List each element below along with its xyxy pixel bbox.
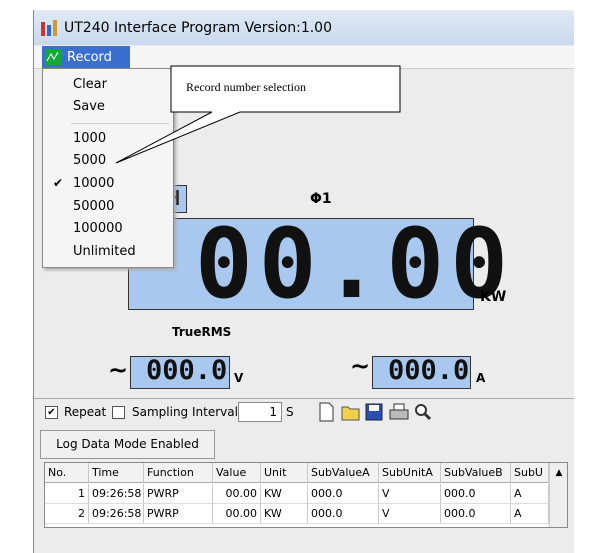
column-header: SubUnitA: [379, 463, 441, 483]
mode-label: TrueRMS: [172, 325, 232, 339]
main-value: 00.00: [195, 208, 514, 320]
table-cell: V: [379, 504, 441, 524]
table-cell: 000.0: [308, 484, 379, 504]
data-table: No. Time Function Value Unit SubValueA SubUnit…: [44, 462, 568, 528]
menu-item[interactable]: 10000: [73, 176, 115, 191]
menu-item[interactable]: 50000: [73, 199, 115, 214]
scrollbar[interactable]: ▲: [549, 463, 567, 527]
table-cell: PWRP: [144, 504, 213, 524]
table-cell: 1: [45, 484, 89, 504]
table-cell: 2: [45, 504, 89, 524]
menu-item[interactable]: 1000: [73, 131, 107, 146]
column-header: Value: [213, 463, 261, 483]
title-bar: [34, 11, 574, 45]
column-header: Time: [89, 463, 144, 483]
menu-item[interactable]: Unlimited: [73, 244, 136, 259]
table-cell: V: [379, 484, 441, 504]
menu-item[interactable]: Save: [73, 99, 105, 114]
table-cell: 09:26:58: [89, 484, 144, 504]
table-cell: 000.0: [441, 484, 511, 504]
voltage-value: 000.0: [146, 355, 228, 386]
voltage-unit: V: [234, 371, 244, 385]
log-button[interactable]: Log Data Mode Enabled: [40, 430, 215, 459]
interval-checkbox[interactable]: [112, 406, 125, 419]
app-icon: [41, 20, 57, 36]
ac-symbol: ~: [350, 352, 371, 380]
table-cell: KW: [261, 504, 308, 524]
interval-unit: S: [286, 405, 294, 419]
table-cell: A: [511, 484, 549, 504]
column-header: Function: [144, 463, 213, 483]
table-cell: A: [511, 504, 549, 524]
menu-item[interactable]: 100000: [73, 221, 123, 236]
table-cell: 000.0: [308, 504, 379, 524]
phase-label: Φ1: [310, 191, 332, 207]
menu-item[interactable]: 5000: [73, 153, 107, 168]
check-mark: ✔: [53, 176, 64, 190]
menu-icon: [45, 49, 61, 65]
column-header: No.: [45, 463, 89, 483]
interval-label: Sampling Interval: [132, 405, 238, 419]
table-cell: 00.00: [213, 484, 261, 504]
table-cell: PWRP: [144, 484, 213, 504]
voltage-lcd: [130, 356, 230, 389]
separator: [71, 123, 169, 124]
ac-symbol: ~: [108, 356, 129, 384]
column-header: SubValueA: [308, 463, 379, 483]
current-lcd: [372, 356, 471, 389]
menu-highlight[interactable]: [42, 46, 130, 68]
column-header: SubU: [511, 463, 549, 483]
current-value: 000.0: [388, 355, 470, 386]
repeat-checkbox[interactable]: ✔: [45, 406, 58, 419]
column-header: Unit: [261, 463, 308, 483]
current-unit: A: [476, 371, 486, 385]
toolbar-icons[interactable]: [316, 401, 442, 423]
main-lcd: [128, 218, 474, 310]
column-header: SubValueB: [441, 463, 511, 483]
divider: [34, 398, 574, 399]
table-cell: 000.0: [441, 504, 511, 524]
menu-label[interactable]: Record: [67, 50, 112, 65]
interval-input[interactable]: 1: [238, 402, 282, 422]
menu-item[interactable]: Clear: [73, 77, 107, 92]
repeat-label: Repeat: [64, 405, 107, 419]
table-cell: 00.00: [213, 504, 261, 524]
dropdown-menu: Clear Save 1000 5000 ✔ 10000 50000 10000…: [42, 68, 174, 268]
window-title: UT240 Interface Program Version:1.00: [64, 20, 332, 36]
main-unit: KW: [480, 289, 507, 305]
table-cell: 09:26:58: [89, 504, 144, 524]
callout-text: Record number selection: [186, 80, 306, 94]
table-cell: KW: [261, 484, 308, 504]
